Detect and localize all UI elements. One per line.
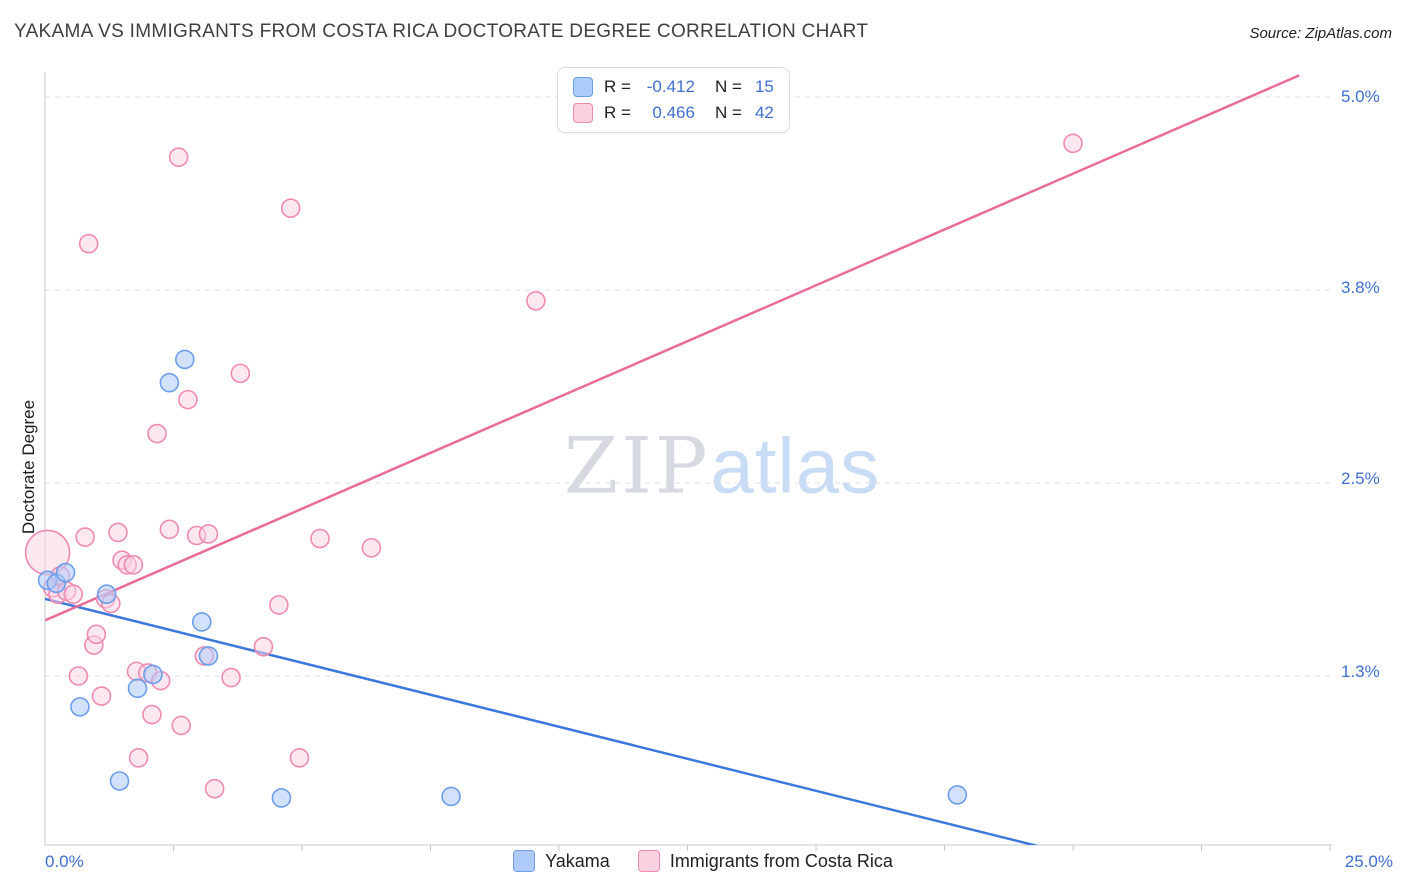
watermark: ZIPatlas <box>564 427 880 506</box>
source-link[interactable]: Source: ZipAtlas.com <box>1249 25 1392 42</box>
yakama-legend-swatch <box>513 850 536 872</box>
r-label: R = <box>604 77 631 96</box>
legend-item-costa-rica[interactable]: Immigrants from Costa Rica <box>637 850 893 872</box>
scatter-point-immigrants-from-costa-rica <box>310 528 330 549</box>
scatter-point-yakama <box>947 785 968 805</box>
scatter-point-yakama <box>55 562 76 583</box>
scatter-point-immigrants-from-costa-rica <box>75 527 95 547</box>
scatter-point-immigrants-from-costa-rica <box>108 522 128 543</box>
scatter-point-yakama <box>109 771 130 791</box>
scatter-point-immigrants-from-costa-rica <box>128 748 149 768</box>
scatter-point-immigrants-from-costa-rica <box>147 423 167 444</box>
scatter-point-yakama <box>159 372 180 393</box>
scatter-point-immigrants-from-costa-rica <box>221 667 241 688</box>
scatter-point-yakama <box>143 664 163 685</box>
watermark-zip: ZIP <box>563 421 711 512</box>
scatter-point-immigrants-from-costa-rica <box>86 624 107 645</box>
scatter-point-immigrants-from-costa-rica <box>198 524 219 544</box>
costa-rica-legend-label: Immigrants from Costa Rica <box>669 850 893 871</box>
scatter-point-immigrants-from-costa-rica <box>253 636 274 657</box>
scatter-point-immigrants-from-costa-rica <box>361 538 382 558</box>
scatter-point-immigrants-from-costa-rica <box>63 584 84 604</box>
yakama-color-swatch <box>573 77 593 97</box>
scatter-point-immigrants-from-costa-rica <box>159 519 180 540</box>
r-label: R = <box>604 103 631 122</box>
x-axis-min-label: 0.0% <box>45 852 84 871</box>
stats-row-costa-rica: R = 0.466 N = 42 <box>573 103 774 123</box>
scatter-point-immigrants-from-costa-rica <box>91 686 112 706</box>
scatter-point-yakama <box>198 646 219 666</box>
y-tick-label-5: 5.0% <box>1341 87 1380 106</box>
correlation-stats-box: R = -0.412 N = 15 R = 0.466 N = 42 <box>557 67 790 133</box>
scatter-point-immigrants-from-costa-rica <box>204 778 225 799</box>
n-label: N = <box>714 103 742 122</box>
r-value: -0.412 <box>646 77 695 96</box>
stats-row-yakama: R = -0.412 N = 15 <box>573 77 774 97</box>
trend-line-immigrants-from-costa-rica <box>45 74 1300 622</box>
n-value: 15 <box>754 77 774 96</box>
scatter-point-yakama <box>70 697 90 717</box>
series-legend: Yakama Immigrants from Costa Rica <box>0 850 1406 872</box>
scatter-point-yakama <box>175 349 195 370</box>
scatter-point-immigrants-from-costa-rica <box>1063 133 1083 154</box>
scatter-point-immigrants-from-costa-rica <box>178 389 198 410</box>
costa-rica-color-swatch <box>573 103 593 123</box>
page-title: YAKAMA VS IMMIGRANTS FROM COSTA RICA DOC… <box>14 21 869 42</box>
scatter-point-immigrants-from-costa-rica <box>230 363 251 384</box>
scatter-point-immigrants-from-costa-rica <box>123 555 144 575</box>
scatter-point-yakama <box>96 584 117 604</box>
scatter-point-immigrants-from-costa-rica <box>168 147 189 168</box>
y-tick-label-25: 2.5% <box>1341 469 1380 488</box>
scatter-point-immigrants-from-costa-rica <box>142 704 162 725</box>
legend-item-yakama[interactable]: Yakama <box>513 850 610 872</box>
watermark-atlas: atlas <box>710 421 881 510</box>
scatter-point-immigrants-from-costa-rica <box>269 595 289 615</box>
scatter-point-yakama <box>441 786 461 807</box>
scatter-point-immigrants-from-costa-rica <box>68 666 89 686</box>
trend-line-yakama <box>45 597 1038 845</box>
x-axis-max-label: 25.0% <box>1344 852 1393 871</box>
scatter-point-immigrants-from-costa-rica <box>280 198 301 218</box>
r-value: 0.466 <box>652 103 695 122</box>
y-tick-label-38: 3.8% <box>1341 278 1380 297</box>
scatter-point-yakama <box>271 788 292 808</box>
scatter-point-immigrants-from-costa-rica <box>78 233 99 254</box>
y-axis-label: Doctorate Degree <box>19 399 38 535</box>
scatter-point-immigrants-from-costa-rica <box>289 748 310 768</box>
n-label: N = <box>714 77 742 96</box>
y-tick-label-13: 1.3% <box>1341 662 1380 681</box>
scatter-point-yakama <box>127 678 148 699</box>
scatter-point-immigrants-from-costa-rica <box>526 291 546 311</box>
scatter-point-immigrants-from-costa-rica <box>171 715 192 736</box>
n-value: 42 <box>754 103 774 122</box>
costa-rica-legend-swatch <box>637 850 660 872</box>
yakama-legend-label: Yakama <box>545 850 610 871</box>
scatter-point-yakama <box>191 612 212 632</box>
